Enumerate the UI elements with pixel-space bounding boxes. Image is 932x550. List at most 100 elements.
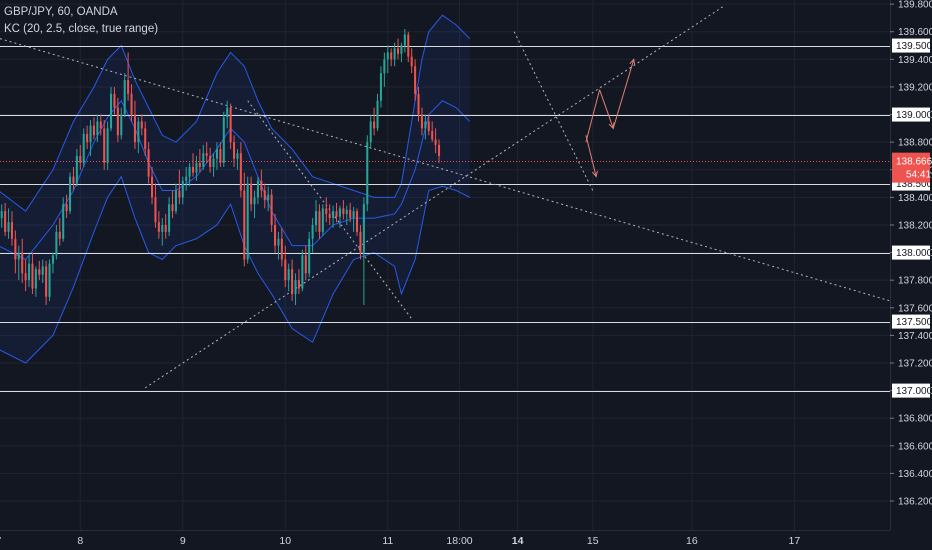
candle-body xyxy=(260,180,263,191)
candle-body xyxy=(75,155,78,184)
candle-body xyxy=(51,255,54,264)
level-badge-label: 138.000 xyxy=(896,248,932,259)
time-tick-label: 16 xyxy=(686,535,698,547)
candle-body xyxy=(256,180,259,198)
candle-body xyxy=(82,133,85,163)
chart-legend: GBP/JPY, 60, OANDA KC (20, 2.5, close, t… xyxy=(4,4,158,38)
candle-body xyxy=(379,73,382,101)
projection-arrow xyxy=(599,89,614,129)
candle-body xyxy=(390,52,393,60)
candle-body xyxy=(274,224,277,246)
candle-body xyxy=(58,231,61,239)
candle-body xyxy=(243,190,246,260)
price-tick-label: 137.800 xyxy=(898,276,932,287)
candle-body xyxy=(366,142,369,205)
candle-body xyxy=(250,183,253,205)
candle-body xyxy=(157,222,160,232)
candle-body xyxy=(69,176,72,212)
candle-body xyxy=(349,209,352,219)
candle-body xyxy=(431,131,434,140)
candle-body xyxy=(369,121,372,143)
time-axis-bg xyxy=(0,530,932,550)
candle-body xyxy=(110,93,113,129)
candle-body xyxy=(345,209,348,214)
candle-body xyxy=(325,208,328,214)
candle-body xyxy=(137,121,140,143)
candle-body xyxy=(21,252,24,274)
candles xyxy=(0,28,441,306)
level-badge xyxy=(892,38,930,53)
candle-body xyxy=(171,204,174,212)
candle-body xyxy=(45,266,48,297)
projection-arrow xyxy=(612,59,635,129)
time-tick-label: 11 xyxy=(382,535,393,547)
indicator-title[interactable]: KC (20, 2.5, close, true range) xyxy=(4,23,159,35)
arrow-head xyxy=(629,58,636,66)
candle-body xyxy=(130,93,133,115)
level-badge xyxy=(892,314,930,329)
candle-body xyxy=(352,211,355,219)
candle-body xyxy=(400,45,403,54)
price-tick-label: 139.200 xyxy=(898,82,932,93)
candle-body xyxy=(79,155,82,163)
candle-body xyxy=(144,128,147,150)
last-price-label: 138.666 xyxy=(896,157,932,168)
level-badge xyxy=(892,383,930,398)
candle-body xyxy=(127,80,130,94)
candle-body xyxy=(195,162,198,173)
candle-body xyxy=(396,48,400,54)
candle-body xyxy=(301,255,304,289)
price-axis-bg xyxy=(890,0,932,550)
candle-body xyxy=(270,194,273,225)
candle-body xyxy=(113,93,116,108)
trend-line xyxy=(144,6,723,389)
price-tick-label: 136.600 xyxy=(898,441,932,452)
candle-body xyxy=(14,238,17,260)
candle-body xyxy=(17,252,20,260)
candle-body xyxy=(198,162,201,168)
candle-body xyxy=(41,266,44,275)
channel-basis xyxy=(0,99,471,261)
time-tick-label: 9 xyxy=(180,535,186,547)
candle-body xyxy=(215,149,218,159)
candle-body xyxy=(31,263,34,289)
candle-body xyxy=(332,211,335,219)
candle-body xyxy=(55,231,58,256)
time-axis[interactable]: 7 8 9 10 11 18:00 14 15 16 17 xyxy=(0,530,932,550)
candle-body xyxy=(38,269,41,275)
candle-body xyxy=(420,114,423,129)
candle-body xyxy=(140,121,143,129)
candle-body xyxy=(311,224,314,239)
candle-body xyxy=(427,121,430,132)
candle-body xyxy=(236,153,239,159)
level-badge-label: 138.500 xyxy=(896,179,932,190)
candle-body xyxy=(321,208,324,232)
candle-body xyxy=(362,204,365,253)
candle-body xyxy=(437,144,441,156)
price-axis[interactable]: 139.800 139.600 139.400 139.200 139.000 138.8… xyxy=(890,0,932,550)
candle-body xyxy=(304,255,307,274)
candle-body xyxy=(161,224,164,232)
symbol-title[interactable]: GBP/JPY, 60, OANDA xyxy=(4,6,118,18)
candle-body xyxy=(86,133,89,143)
candle-body xyxy=(65,204,68,212)
candle-body xyxy=(373,121,376,129)
candle-body xyxy=(24,273,27,281)
candle-body xyxy=(335,211,338,217)
last-price-badge xyxy=(892,152,930,183)
candle-body xyxy=(229,107,232,143)
candle-body xyxy=(308,238,311,274)
candle-body xyxy=(434,139,437,145)
candle-body xyxy=(315,211,318,225)
price-tick-label: 139.600 xyxy=(898,27,932,38)
candle-body xyxy=(277,238,280,246)
candle-body xyxy=(4,211,7,232)
candle-body xyxy=(386,52,389,60)
channel-upper xyxy=(0,14,471,212)
candle-body xyxy=(205,153,208,156)
candle-body xyxy=(181,180,184,198)
candle-body xyxy=(120,114,123,136)
price-tick-label: 138.400 xyxy=(898,193,932,204)
